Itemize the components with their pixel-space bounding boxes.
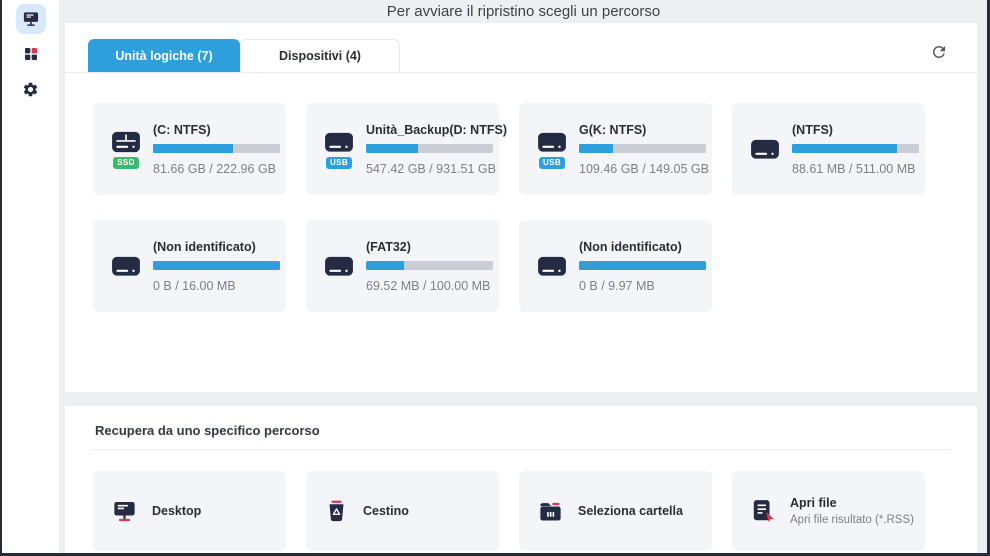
disk-icon bbox=[538, 256, 566, 276]
apps-grid-icon bbox=[24, 48, 37, 60]
refresh-icon bbox=[933, 46, 945, 58]
refresh-button[interactable] bbox=[929, 43, 949, 63]
drive-title: Unità_Backup(D: NTFS) bbox=[366, 122, 507, 137]
sidebar bbox=[2, 0, 60, 553]
drive-badge: SSD bbox=[113, 156, 139, 169]
drive-size: 69.52 MB / 100.00 MB bbox=[366, 278, 491, 293]
drive-usage-bar bbox=[792, 143, 919, 153]
sidebar-item-drives[interactable] bbox=[15, 4, 46, 34]
drive-title: (FAT32) bbox=[366, 239, 411, 254]
drive-badge: USB bbox=[538, 156, 566, 169]
disk-icon bbox=[751, 139, 779, 159]
drive-card-unknown-1[interactable]: (Non identificato) 0 B / 16.00 MB bbox=[93, 220, 286, 312]
drive-title: (NTFS) bbox=[792, 122, 833, 137]
drive-usage-bar bbox=[366, 260, 493, 270]
drive-size: 0 B / 9.97 MB bbox=[579, 278, 655, 293]
folder-icon bbox=[540, 502, 561, 520]
tab-bar: Unità logiche (7) Dispositivi (4) bbox=[65, 23, 977, 73]
path-label-block: Apri file Apri file risultato (*.RSS) bbox=[790, 496, 914, 526]
drive-card-c[interactable]: SSD (C: NTFS) 81.66 GB / 222.96 GB bbox=[93, 103, 286, 195]
drives-panel: Unità logiche (7) Dispositivi (4) bbox=[65, 23, 977, 392]
sidebar-item-settings[interactable] bbox=[16, 74, 46, 104]
drive-size: 109.46 GB / 149.05 GB bbox=[579, 161, 709, 176]
drive-card-fat32[interactable]: (FAT32) 69.52 MB / 100.00 MB bbox=[306, 220, 499, 312]
disk-icon bbox=[325, 132, 353, 152]
drive-title: (Non identificato) bbox=[579, 239, 682, 254]
drive-size: 0 B / 16.00 MB bbox=[153, 278, 236, 293]
drive-title: (Non identificato) bbox=[153, 239, 256, 254]
path-label: Seleziona cartella bbox=[578, 504, 683, 518]
path-card-select-folder[interactable]: Seleziona cartella bbox=[519, 471, 712, 551]
path-card-recycle-bin[interactable]: Cestino bbox=[306, 471, 499, 551]
drive-title: G(K: NTFS) bbox=[579, 122, 647, 137]
main-area: Per avviare il ripristino scegli un perc… bbox=[60, 0, 987, 553]
path-card-desktop[interactable]: Desktop bbox=[93, 471, 286, 551]
drive-usage-bar bbox=[153, 143, 280, 153]
drive-card-unknown-2[interactable]: (Non identificato) 0 B / 9.97 MB bbox=[519, 220, 712, 312]
recover-panel: Recupera da uno specifico percorso Deskt… bbox=[65, 406, 977, 553]
path-sublabel: Apri file risultato (*.RSS) bbox=[790, 514, 914, 526]
path-label: Desktop bbox=[152, 504, 202, 518]
drive-badge: USB bbox=[325, 156, 353, 169]
drive-usage-bar bbox=[366, 143, 493, 153]
internal-disk-icon bbox=[112, 131, 140, 152]
trash-icon bbox=[329, 500, 344, 521]
tab-logical-drives[interactable]: Unità logiche (7) bbox=[88, 39, 240, 72]
tab-devices[interactable]: Dispositivi (4) bbox=[240, 39, 400, 72]
drive-usage-bar bbox=[153, 260, 280, 270]
drive-size: 547.42 GB / 931.51 GB bbox=[366, 161, 496, 176]
path-grid: Desktop Cestino bbox=[65, 450, 977, 551]
drive-size: 88.61 MB / 511.00 MB bbox=[792, 161, 916, 176]
drive-usage-bar bbox=[579, 143, 706, 153]
drive-usage-bar bbox=[579, 260, 706, 270]
drive-card-k[interactable]: USB G(K: NTFS) 109.46 GB / 149.05 GB bbox=[519, 103, 712, 195]
disk-icon bbox=[112, 256, 140, 276]
disk-icon bbox=[538, 132, 566, 152]
sidebar-item-apps[interactable] bbox=[16, 39, 46, 69]
desktop-icon bbox=[114, 501, 135, 521]
gear-icon bbox=[23, 82, 38, 96]
path-card-open-file[interactable]: Apri file Apri file risultato (*.RSS) bbox=[732, 471, 925, 551]
drive-title: (C: NTFS) bbox=[153, 122, 211, 137]
recover-section-title: Recupera da uno specifico percorso bbox=[91, 406, 951, 450]
monitor-icon bbox=[23, 12, 38, 26]
drive-card-d[interactable]: USB Unità_Backup(D: NTFS) 547.42 GB / 93… bbox=[306, 103, 507, 195]
drive-card-ntfs[interactable]: (NTFS) 88.61 MB / 511.00 MB bbox=[732, 103, 925, 195]
drive-grid: SSD (C: NTFS) 81.66 GB / 222.96 GB bbox=[65, 73, 977, 312]
path-label: Apri file bbox=[790, 496, 837, 510]
path-label: Cestino bbox=[363, 504, 409, 518]
page-title: Per avviare il ripristino scegli un perc… bbox=[386, 3, 661, 20]
disk-icon bbox=[325, 256, 353, 276]
drive-size: 81.66 GB / 222.96 GB bbox=[153, 161, 276, 176]
open-file-icon bbox=[753, 500, 775, 522]
